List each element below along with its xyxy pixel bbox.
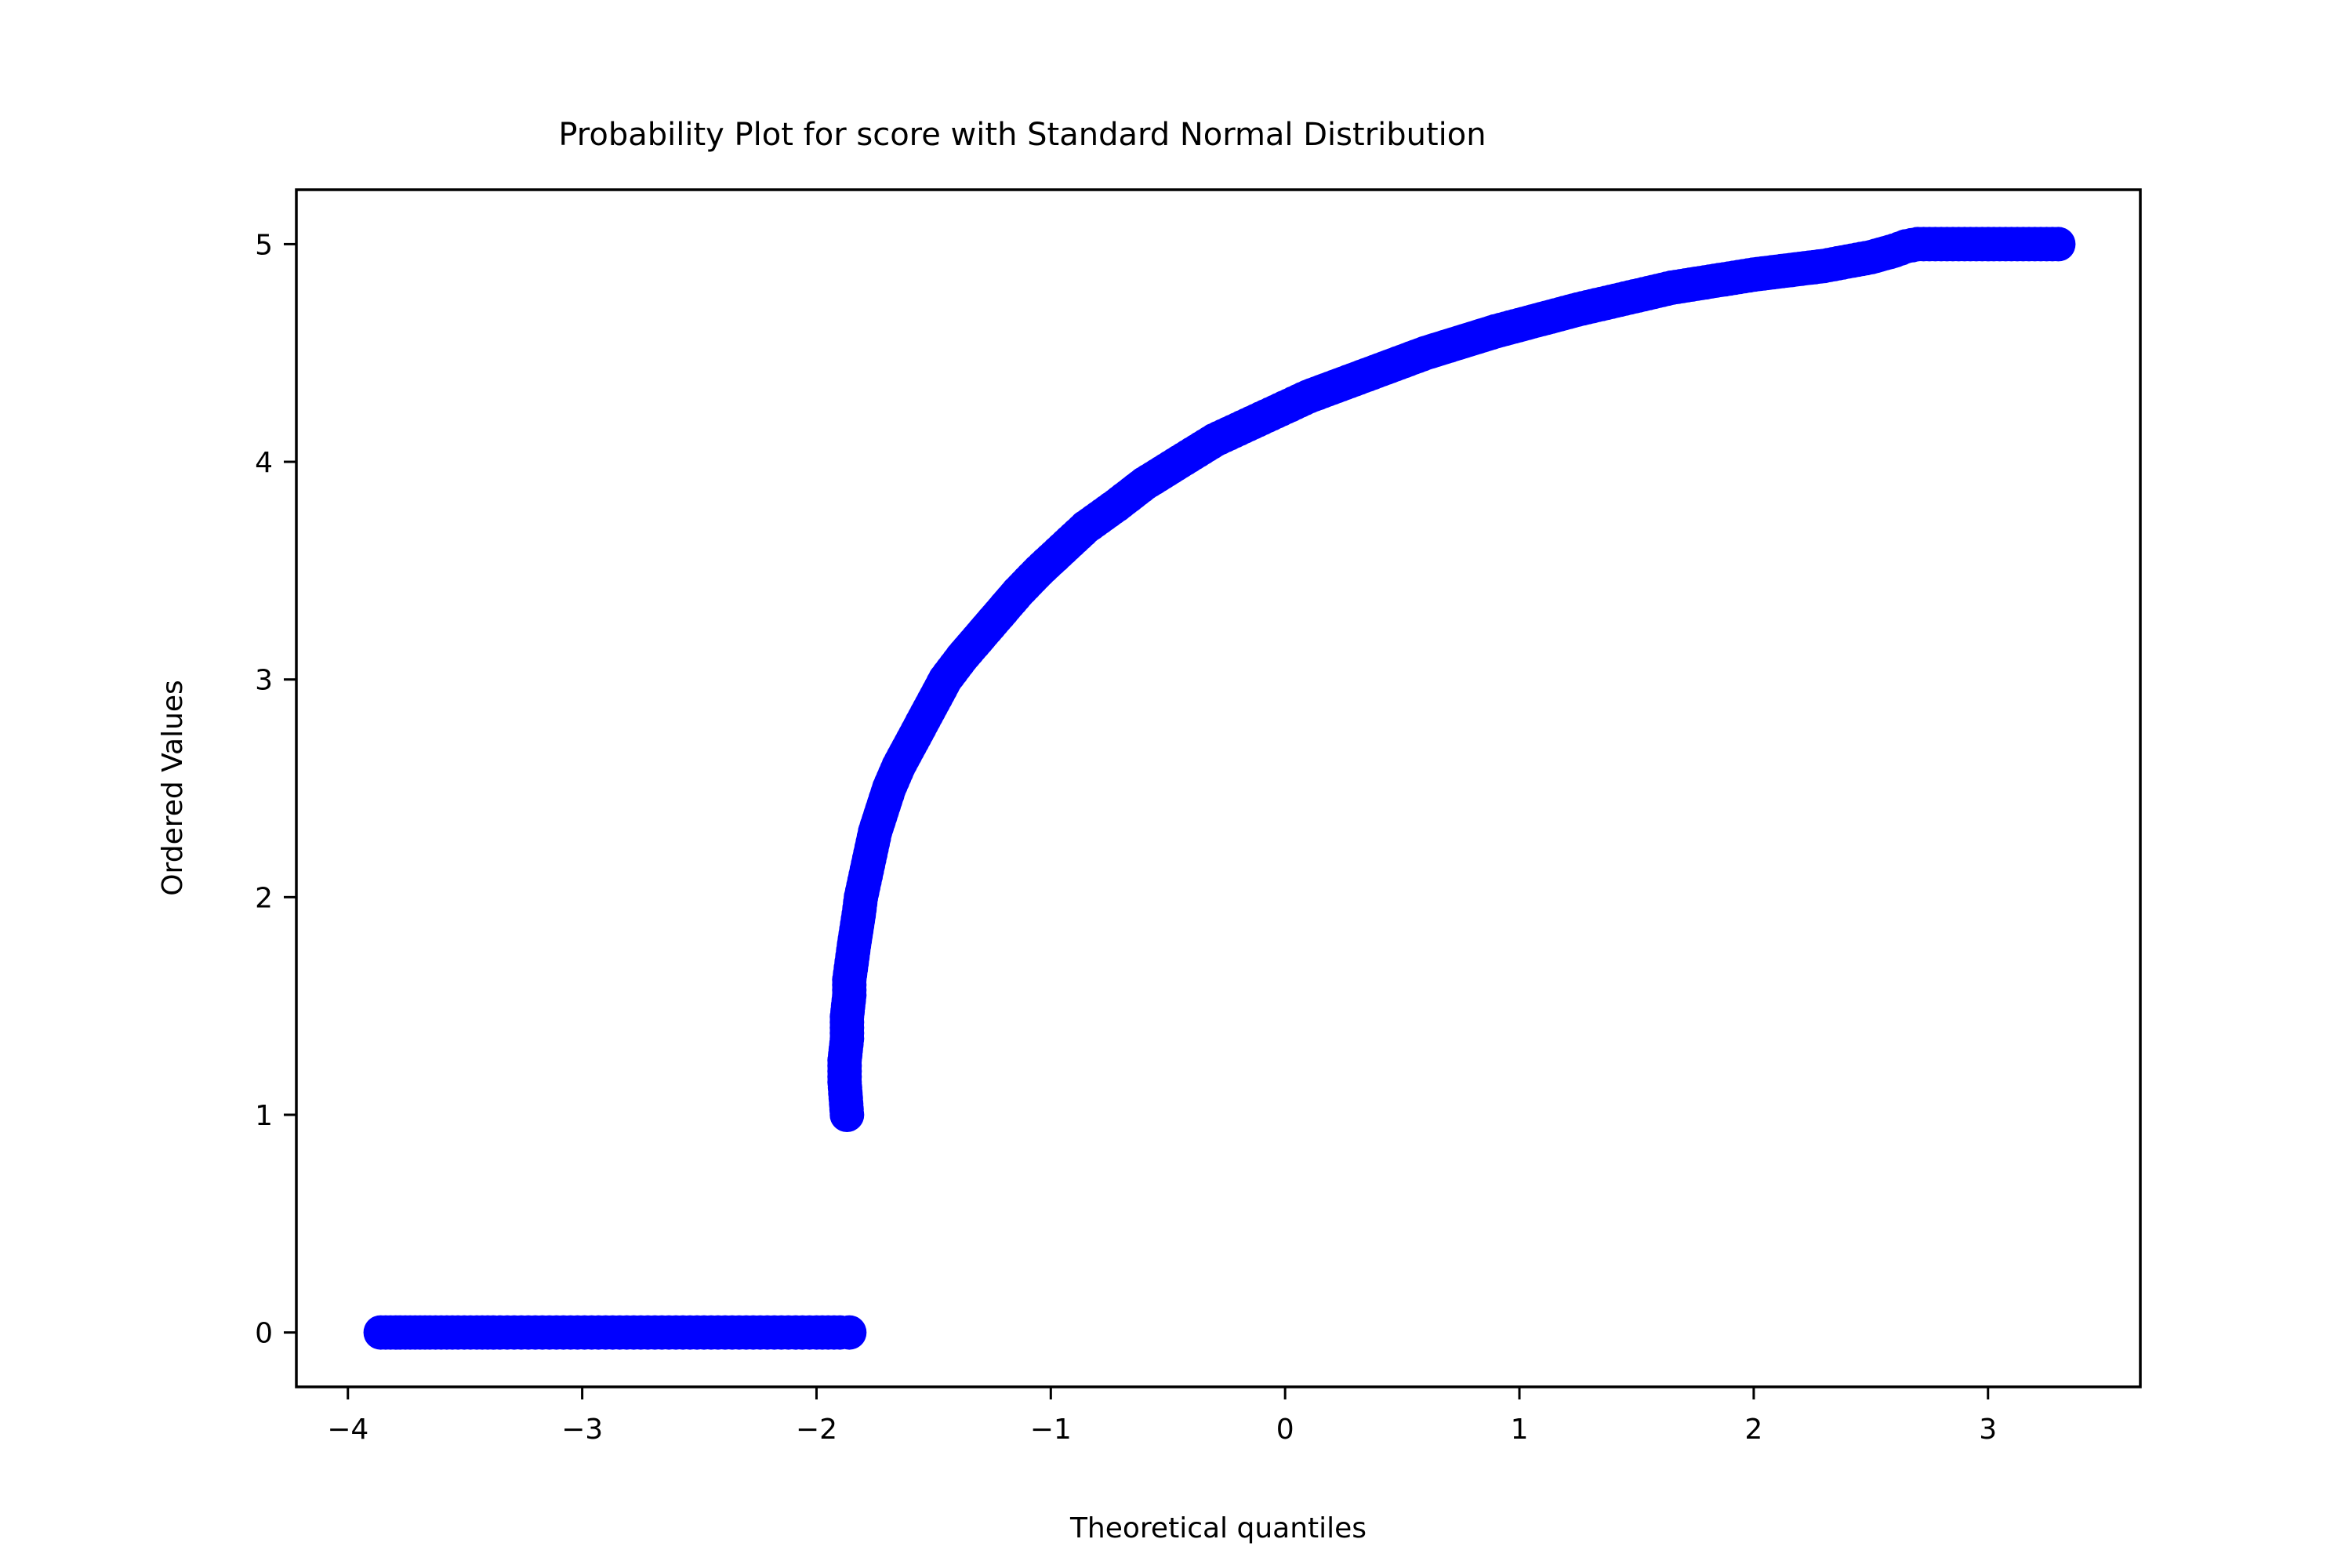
- data-markers: [363, 227, 2076, 1350]
- plot-frame: [295, 188, 2142, 1388]
- x-tick-label: −3: [561, 1414, 603, 1446]
- y-tick-label: 0: [255, 1318, 273, 1350]
- x-tick-label: 0: [1276, 1414, 1294, 1446]
- y-tick-label: 3: [255, 665, 273, 697]
- chart-title: Probability Plot for score with Standard…: [558, 117, 1486, 153]
- x-tick-label: 2: [1744, 1414, 1762, 1446]
- y-tick-label: 5: [255, 229, 273, 261]
- data-point: [816, 1315, 851, 1350]
- x-tick-label: 3: [1979, 1414, 1997, 1446]
- y-tick-label: 4: [255, 447, 273, 479]
- y-axis: 0 1 2 3 4 5: [255, 229, 296, 1350]
- data-point: [2034, 227, 2070, 262]
- x-tick-label: −4: [327, 1414, 368, 1446]
- y-tick-label: 1: [255, 1100, 273, 1132]
- x-tick-label: −2: [796, 1414, 837, 1446]
- x-axis: −4 −3 −2 −1 0 1 2 3: [327, 1387, 1997, 1446]
- y-tick-label: 2: [255, 882, 273, 914]
- x-axis-label: Theoretical quantiles: [1069, 1512, 1367, 1544]
- x-tick-label: −1: [1030, 1414, 1072, 1446]
- y-axis-label: Ordered Values: [157, 680, 189, 896]
- x-tick-label: 1: [1511, 1414, 1529, 1446]
